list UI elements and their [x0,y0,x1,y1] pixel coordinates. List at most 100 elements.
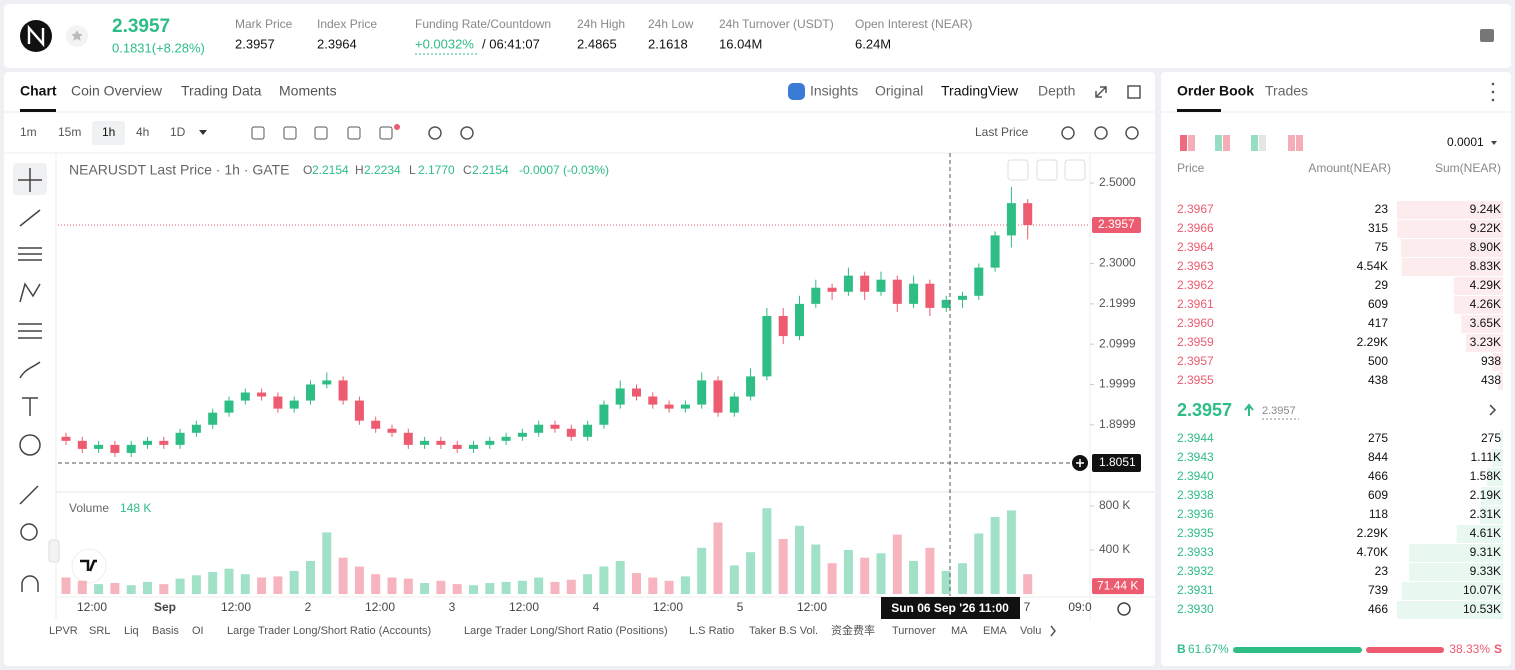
toolbar-icon[interactable] [428,126,442,140]
indicator-tab[interactable]: OI [192,625,204,637]
indicator-tab[interactable]: Large Trader Long/Short Ratio (Accounts) [227,625,431,637]
interval[interactable]: 15m [58,125,81,139]
tool-brush[interactable] [19,361,41,379]
ob-sum: 3.65K [1470,316,1501,330]
volume-bar [371,574,381,594]
scroll-right[interactable] [1050,625,1056,637]
toolbar-icon[interactable] [347,126,361,140]
chart-tab[interactable]: Moments [279,83,337,99]
indicator-tab[interactable]: Large Trader Long/Short Ratio (Positions… [464,625,668,637]
layout-icon [1259,135,1266,151]
price-source[interactable]: Last Price [975,125,1029,139]
chart-button[interactable] [1064,159,1086,181]
view-tab[interactable]: TradingView [941,83,1019,99]
view-tab[interactable]: Depth [1038,83,1075,99]
volume-bar [322,532,332,594]
expand-icon[interactable] [1095,86,1107,98]
view-tab[interactable]: Insights [810,83,858,99]
chart-tab[interactable]: Trading Data [181,83,262,99]
indicator-tab[interactable]: SRL [89,625,110,637]
tool-pattern[interactable] [19,282,41,303]
toolbar-icon[interactable] [1094,126,1108,140]
toolbar-icon[interactable] [1061,126,1075,140]
candle-body [77,440,87,449]
tool-text[interactable] [22,397,38,416]
tool-hlines[interactable] [18,247,42,261]
toolbar-icon[interactable] [251,126,265,140]
ob-sum: 3.23K [1470,335,1501,349]
layout-icon[interactable] [1288,135,1295,151]
y-tick-label: 2.1999 [1099,296,1136,310]
interval[interactable]: 4h [136,125,149,139]
chart-button[interactable] [1007,159,1029,181]
ob-sum: 275 [1481,431,1501,445]
ob-tab[interactable]: Order Book [1177,83,1254,99]
candle-body [648,396,658,405]
stat-value: 2.3957 [235,36,275,51]
legend-value: 2.1770 [418,163,455,177]
stat-value: 2.3964 [317,36,357,51]
toolbar-icon[interactable] [283,126,297,140]
volume-bar [273,576,283,594]
indicator-tab[interactable]: Liq [124,625,139,637]
volume-bar [94,584,104,594]
tool-emoji[interactable] [19,434,41,456]
indicator-tab[interactable]: Basis [152,625,179,637]
interval[interactable]: 1m [20,125,37,139]
candle-body [387,428,397,433]
add-glyph [1076,458,1084,467]
layout-icon[interactable] [1215,135,1222,151]
chart-tab[interactable]: Coin Overview [71,83,163,99]
window-icon[interactable] [1127,85,1141,99]
tool-line[interactable] [19,209,41,227]
x-tick-label: 12:00 [797,600,827,614]
candle-body [762,315,772,377]
ob-tab[interactable]: Trades [1265,83,1308,99]
indicator-tab[interactable]: EMA [983,625,1008,637]
indicator-tab[interactable]: 资金费率 [831,623,875,637]
layout-icon[interactable] [1180,135,1187,151]
layout-icon[interactable] [1251,135,1258,151]
precision[interactable]: 0.0001 [1447,135,1484,149]
view-tab[interactable]: Original [875,83,923,99]
toolbar-icon[interactable] [1125,126,1139,140]
depth-bar [1479,506,1503,524]
toolbar-icon[interactable] [379,126,393,140]
indicator-tab[interactable]: MA [951,625,968,637]
tool-fib[interactable] [18,323,42,339]
indicator-tab[interactable]: Volu [1020,625,1041,637]
indicator-tab[interactable]: Turnover [892,625,936,637]
ob-price: 2.3935 [1177,526,1214,540]
tool-magnet[interactable] [21,575,39,592]
indicator-tab[interactable]: LPVR [49,625,78,637]
stat-label: 24h High [577,17,625,31]
menu-dot[interactable] [1491,90,1495,94]
volume-bar [517,580,527,594]
candle-body [354,400,364,421]
more-arrow[interactable] [1489,404,1497,416]
menu-dot[interactable] [1491,98,1495,102]
ob-header: Price [1177,161,1205,175]
toolbar-icon[interactable] [314,126,328,140]
volume-bar [860,557,870,594]
x-tick-label: 4 [593,600,600,614]
crosshair-price: 1.8051 [1099,455,1136,469]
indicator-tab[interactable]: Taker B.S Vol. [749,625,818,637]
settings-icon[interactable] [1117,602,1131,616]
notes-icon[interactable] [1480,29,1494,42]
candle-body [778,315,788,337]
toolbar-icon[interactable] [460,126,474,140]
indicator-tab[interactable]: L.S Ratio [689,625,734,637]
tool-zoom[interactable] [20,523,38,541]
menu-dot[interactable] [1491,82,1495,86]
chart-tab[interactable]: Chart [20,83,57,99]
interval[interactable]: 1h [102,125,115,139]
candle-body [599,404,609,425]
volume-bar [550,581,560,594]
volume-bar [1023,574,1033,594]
interval[interactable]: 1D [170,125,186,139]
drawing-tools [13,163,47,592]
tool-crosshair[interactable] [18,168,42,192]
tool-ruler[interactable] [19,485,39,505]
chart-button[interactable] [1036,159,1058,181]
